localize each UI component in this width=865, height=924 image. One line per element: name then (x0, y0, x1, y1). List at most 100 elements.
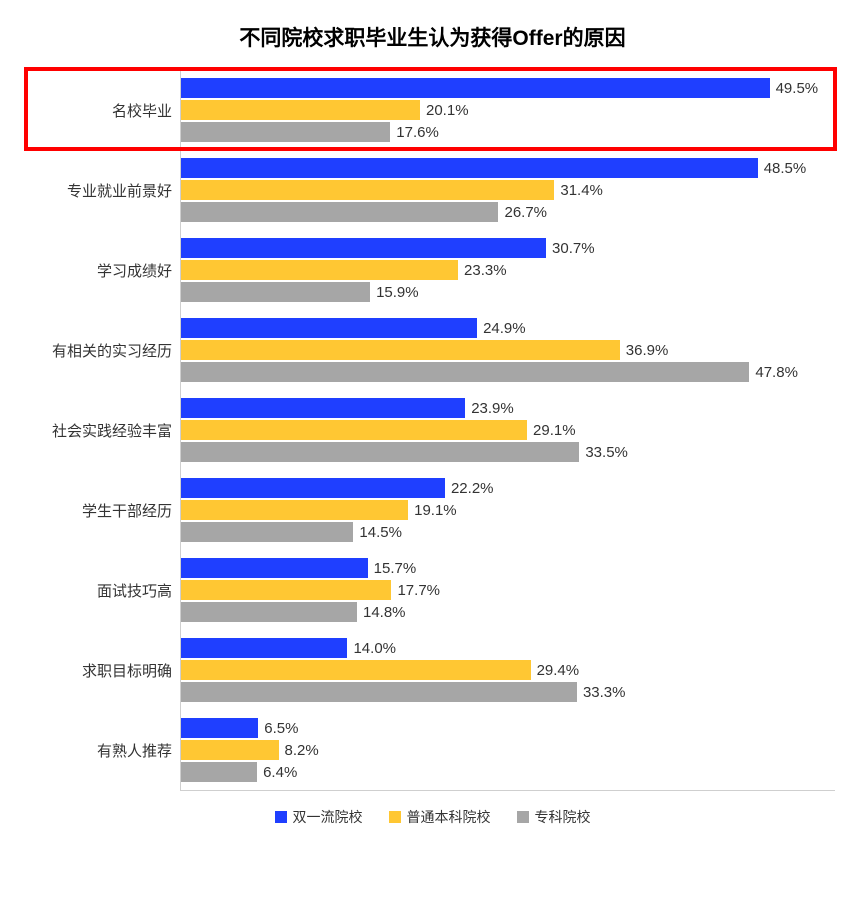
bar-value: 14.5% (359, 524, 402, 541)
bar-row: 20.1% (181, 99, 835, 121)
legend-item: 双一流院校 (275, 807, 363, 827)
category-group: 学习成绩好 30.7% 23.3% 15.9% (30, 230, 835, 310)
bar (181, 762, 257, 782)
category-label: 专业就业前景好 (30, 180, 180, 201)
bar-row: 14.5% (181, 521, 835, 543)
bar (181, 362, 749, 382)
bar (181, 660, 531, 680)
category-group: 有相关的实习经历24.9%36.9%47.8% (30, 310, 835, 390)
bar-value: 15.9% (376, 284, 419, 301)
bar-value: 14.8% (363, 604, 406, 621)
bar (181, 580, 391, 600)
bar-stack: 15.7% 17.7% 14.8% (180, 550, 835, 630)
category-label: 有熟人推荐 (30, 740, 180, 761)
bar-row: 29.4% (181, 659, 835, 681)
bar-value: 22.2% (451, 480, 494, 497)
bar-stack: 14.0% 29.4%33.3% (180, 630, 835, 710)
bar-stack: 49.5% 20.1% 17.6% (180, 70, 835, 150)
bar-row: 17.6% (181, 121, 835, 143)
category-label: 求职目标明确 (30, 660, 180, 681)
bar-row: 15.7% (181, 557, 835, 579)
bar-value: 17.6% (396, 124, 439, 141)
bar-value: 36.9% (626, 342, 669, 359)
bar-value: 33.3% (583, 684, 626, 701)
category-label: 社会实践经验丰富 (30, 420, 180, 441)
bar-value: 17.7% (397, 582, 440, 599)
bar-row: 31.4% (181, 179, 835, 201)
bar-row: 14.0% (181, 637, 835, 659)
bar (181, 478, 445, 498)
bar-value: 23.3% (464, 262, 507, 279)
bar-row: 26.7% (181, 201, 835, 223)
bar-value: 6.5% (264, 720, 298, 737)
legend-swatch (389, 811, 401, 823)
bar-value: 31.4% (560, 182, 603, 199)
category-label: 学习成绩好 (30, 260, 180, 281)
bar (181, 602, 357, 622)
bar-stack: 22.2% 19.1% 14.5% (180, 470, 835, 550)
bar-value: 49.5% (776, 80, 819, 97)
bar-row: 49.5% (181, 77, 835, 99)
bar (181, 202, 498, 222)
bar-row: 30.7% (181, 237, 835, 259)
bar (181, 522, 353, 542)
bar (181, 500, 408, 520)
bar-row: 22.2% (181, 477, 835, 499)
bar-stack: 6.5% 8.2% 6.4% (180, 710, 835, 790)
bar-row: 19.1% (181, 499, 835, 521)
bar (181, 180, 554, 200)
bar-row: 6.4% (181, 761, 835, 783)
bar-row: 48.5% (181, 157, 835, 179)
bar-value: 29.4% (537, 662, 580, 679)
legend-swatch (275, 811, 287, 823)
bar-value: 48.5% (764, 160, 807, 177)
bar-row: 33.5% (181, 441, 835, 463)
legend-item: 专科院校 (517, 807, 591, 827)
legend-label: 普通本科院校 (407, 807, 491, 827)
bar-value: 15.7% (374, 560, 417, 577)
bar-row: 36.9% (181, 339, 835, 361)
category-label: 学生干部经历 (30, 500, 180, 521)
category-label: 有相关的实习经历 (30, 340, 180, 361)
category-group: 学生干部经历 22.2% 19.1% 14.5% (30, 470, 835, 550)
bar-value: 6.4% (263, 764, 297, 781)
bar-value: 26.7% (504, 204, 547, 221)
bar-value: 19.1% (414, 502, 457, 519)
bar (181, 238, 546, 258)
bar-value: 30.7% (552, 240, 595, 257)
bar-row: 23.9% (181, 397, 835, 419)
plot-area: 名校毕业 49.5% 20.1% 17.6% 专业就业前景好 48.5% 31.4% 26.7… (30, 70, 835, 791)
bar-row: 29.1% (181, 419, 835, 441)
bar-value: 20.1% (426, 102, 469, 119)
bar (181, 318, 477, 338)
bar (181, 100, 420, 120)
bar-row: 47.8% (181, 361, 835, 383)
bar (181, 682, 577, 702)
bar-row: 8.2% (181, 739, 835, 761)
category-label: 名校毕业 (30, 100, 180, 121)
bar-row: 17.7% (181, 579, 835, 601)
chart-container: 不同院校求职毕业生认为获得Offer的原因 名校毕业 49.5% 20.1% 17.6… (0, 0, 865, 827)
bar-value: 47.8% (755, 364, 798, 381)
bar-stack: 23.9%29.1%33.5% (180, 390, 835, 470)
bar (181, 340, 620, 360)
bar-value: 14.0% (353, 640, 396, 657)
bar-row: 23.3% (181, 259, 835, 281)
bar-row: 15.9% (181, 281, 835, 303)
bar (181, 558, 368, 578)
category-group: 面试技巧高15.7%17.7%14.8% (30, 550, 835, 630)
bar (181, 718, 258, 738)
bar (181, 158, 758, 178)
bar-stack: 24.9%36.9%47.8% (180, 310, 835, 390)
bar (181, 282, 370, 302)
bar-groups: 名校毕业 49.5% 20.1% 17.6% 专业就业前景好 48.5% 31.4% 26.7… (30, 70, 835, 791)
bar-stack: 48.5% 31.4% 26.7% (180, 150, 835, 230)
chart-title: 不同院校求职毕业生认为获得Offer的原因 (30, 22, 835, 52)
legend-swatch (517, 811, 529, 823)
legend: 双一流院校 普通本科院校 专科院校 (30, 807, 835, 827)
bar (181, 398, 465, 418)
bar-row: 33.3% (181, 681, 835, 703)
bar (181, 638, 347, 658)
category-group: 专业就业前景好 48.5% 31.4% 26.7% (30, 150, 835, 230)
bar (181, 442, 579, 462)
